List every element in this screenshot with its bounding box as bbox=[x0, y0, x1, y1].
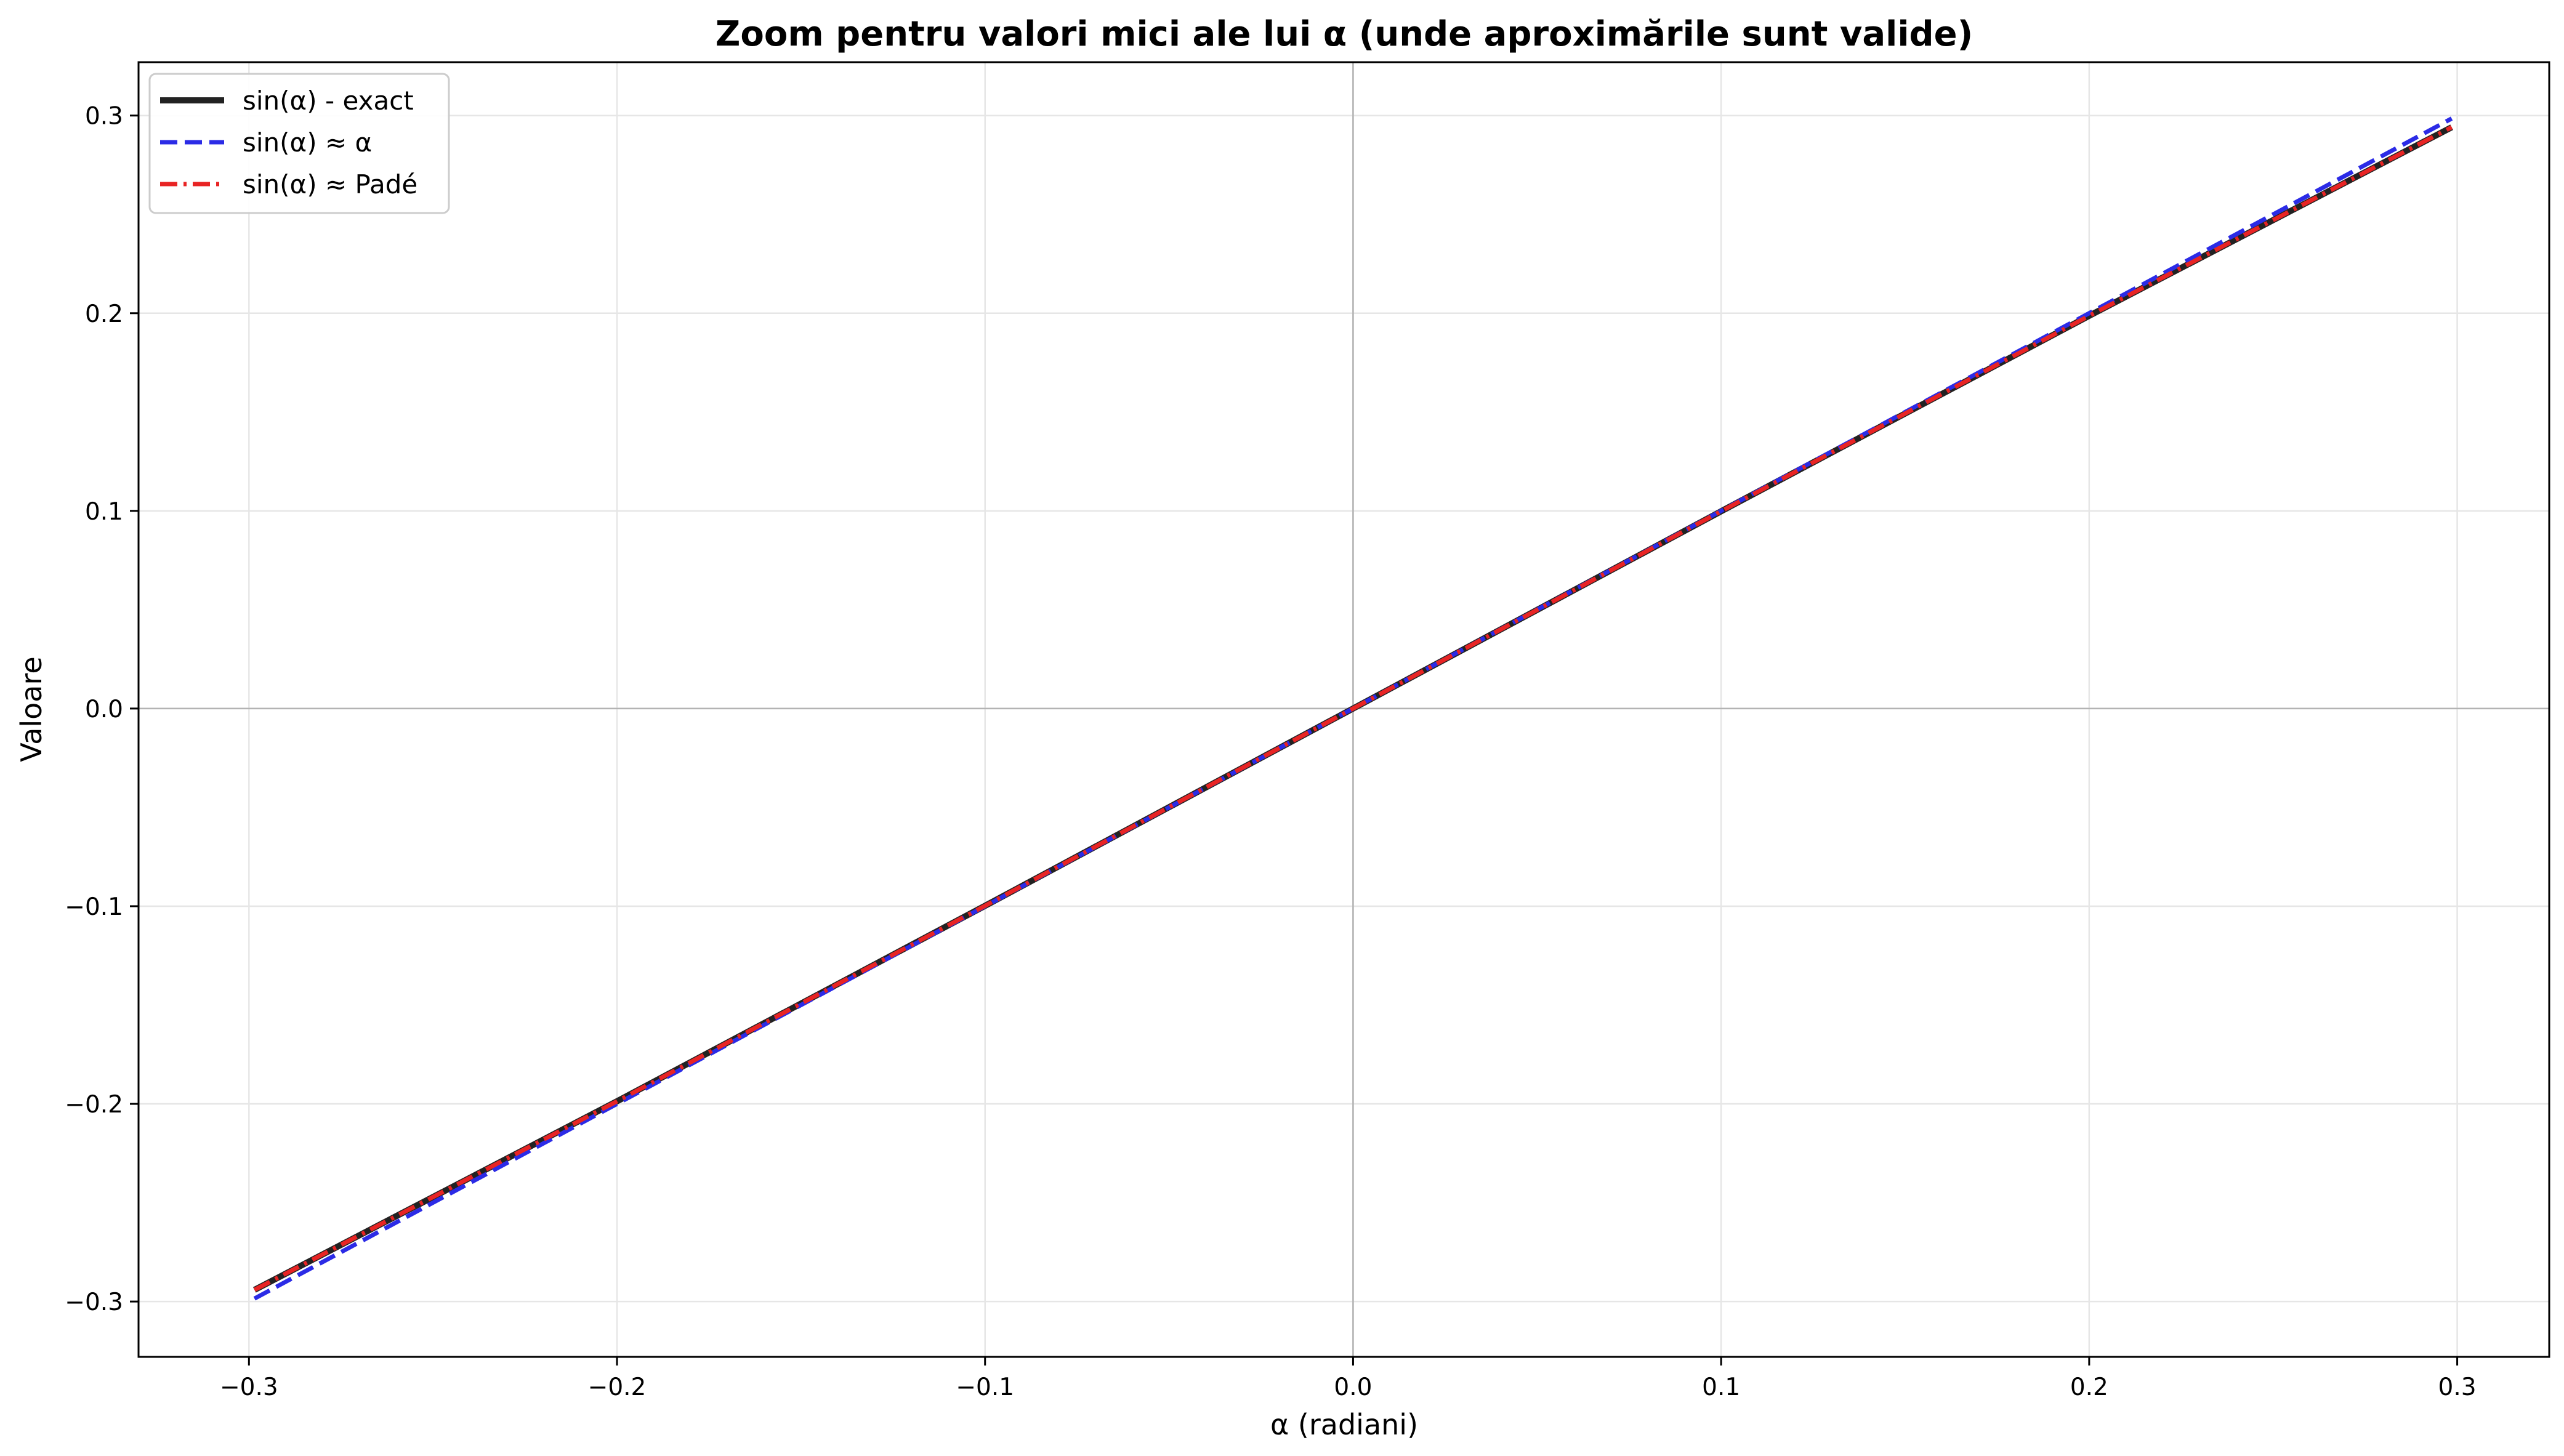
y-axis-label: Valoare bbox=[15, 656, 48, 762]
legend: sin(α) - exact sin(α) ≈ α sin(α) ≈ Padé bbox=[148, 73, 450, 214]
plot-area bbox=[137, 61, 2550, 1358]
x-tick-label: 0.2 bbox=[2070, 1374, 2108, 1401]
legend-label-2: sin(α) ≈ α bbox=[243, 127, 372, 158]
x-tick-label: −0.2 bbox=[588, 1374, 647, 1401]
series-lines bbox=[252, 116, 2453, 1301]
plot-frame bbox=[137, 61, 2550, 1358]
legend-label-1: sin(α) - exact bbox=[243, 86, 414, 116]
y-tick-label: 0.3 bbox=[85, 103, 123, 131]
x-tick-label: 0.0 bbox=[1334, 1374, 1372, 1401]
y-tick-label: −0.1 bbox=[65, 893, 123, 921]
chart-title: Zoom pentru valori mici ale lui α (unde … bbox=[716, 14, 1973, 54]
x-axis-label: α (radiani) bbox=[1270, 1408, 1418, 1441]
series-line-3 bbox=[253, 125, 2453, 1292]
legend-label-3: sin(α) ≈ Padé bbox=[243, 169, 417, 199]
y-tick-label: −0.3 bbox=[65, 1289, 123, 1316]
y-axis-ticks: −0.3 −0.2 −0.1 0.0 0.1 0.2 0.3 bbox=[65, 103, 139, 1316]
x-tick-label: −0.1 bbox=[956, 1374, 1014, 1401]
x-axis-ticks: −0.3 −0.2 −0.1 0.0 0.1 0.2 0.3 bbox=[220, 1357, 2477, 1401]
y-tick-label: −0.2 bbox=[65, 1091, 123, 1119]
x-tick-label: 0.1 bbox=[1702, 1374, 1740, 1401]
y-tick-label: 0.0 bbox=[85, 696, 123, 723]
x-tick-label: −0.3 bbox=[220, 1374, 278, 1401]
legend-box bbox=[148, 73, 450, 214]
legend-items: sin(α) - exact sin(α) ≈ α sin(α) ≈ Padé bbox=[160, 86, 417, 199]
y-tick-label: 0.2 bbox=[85, 300, 123, 328]
y-tick-label: 0.1 bbox=[85, 498, 123, 526]
x-tick-label: 0.3 bbox=[2438, 1374, 2477, 1401]
